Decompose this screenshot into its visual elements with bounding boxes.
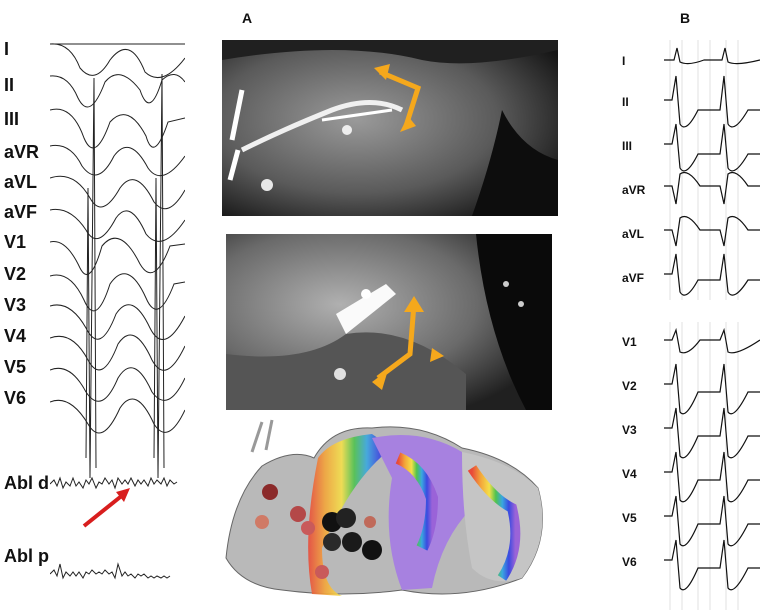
right-lead-label-v4: V4: [622, 467, 637, 481]
lead-label-avr: aVR: [4, 142, 40, 162]
right-lead-label-v3: V3: [622, 423, 637, 437]
lead-label-iii: III: [4, 109, 20, 129]
abl-d-label: Abl d: [4, 473, 49, 493]
right-lead-label-v5: V5: [622, 511, 637, 525]
orange-double-arrow-icon: [374, 64, 422, 132]
lead-label-ii: II: [4, 75, 15, 95]
right-lead-label-avr: aVR: [622, 183, 646, 197]
ct-image-middle: [226, 234, 552, 410]
right-lead-label-i: I: [622, 54, 626, 68]
ct-image-top: [222, 40, 558, 216]
panel-letter-a: A: [242, 10, 253, 26]
lead-label-i: I: [4, 39, 10, 59]
right-lead-label-iii: III: [622, 139, 633, 153]
lead-label-v3: V3: [4, 295, 27, 315]
lead-label-avf: aVF: [4, 202, 38, 222]
abl-p-label: Abl p: [4, 546, 49, 566]
lead-label-v6: V6: [4, 388, 27, 408]
right-lead-label-v1: V1: [622, 335, 637, 349]
lead-label-v4: V4: [4, 326, 27, 346]
lead-label-v1: V1: [4, 232, 27, 252]
right-lead-label-v6: V6: [622, 555, 637, 569]
right-ecg-grid: [664, 40, 760, 610]
left-ecg-traces: [50, 43, 185, 580]
red-arrow-icon: [82, 488, 130, 528]
lead-label-v2: V2: [4, 264, 27, 284]
right-lead-label-avf: aVF: [622, 271, 645, 285]
electroanatomic-map: [222, 418, 552, 602]
lead-label-v5: V5: [4, 357, 27, 377]
orange-double-arrow-icon-2: [372, 296, 444, 390]
lead-label-avl: aVL: [4, 172, 38, 192]
right-lead-label-ii: II: [622, 95, 629, 109]
panel-letter-b: B: [680, 10, 691, 26]
right-lead-label-v2: V2: [622, 379, 637, 393]
right-lead-label-avl: aVL: [622, 227, 645, 241]
